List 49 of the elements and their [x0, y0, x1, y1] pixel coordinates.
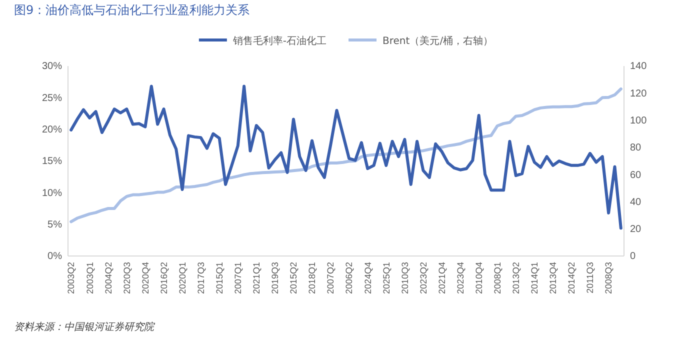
x-tick-label: 2016Q2 [158, 262, 169, 294]
y-tick-label: 10% [42, 188, 62, 199]
x-tick-label: 2019Q3 [270, 262, 280, 294]
x-tick-label: 2020Q1 [177, 262, 188, 294]
x-tick-label: 2020Q3 [122, 262, 132, 294]
y2-tick-label: 20 [630, 224, 642, 236]
chart-title: 图9：油价高低与石油化工行业盈利能力关系 [14, 3, 250, 17]
x-tick-label: 2021Q4 [436, 262, 447, 294]
legend-label: Brent（美元/桶，右轴） [382, 35, 494, 47]
x-tick-label: 2017Q3 [196, 262, 206, 294]
y2-tick-label: 80 [630, 142, 642, 154]
y-tick-label: 30% [42, 61, 62, 72]
legend-label: 销售毛利率-石油化工 [232, 35, 327, 47]
x-tick-label: 2013Q2 [511, 262, 522, 294]
y2-tick-label: 0 [630, 251, 636, 262]
y-tick-label: 15% [42, 156, 62, 168]
x-tick-label: 2010Q3 [400, 262, 410, 294]
x-tick-label: 2008Q1 [492, 262, 503, 294]
y2-tick-label: 40 [630, 196, 642, 208]
y2-tick-label: 140 [630, 61, 648, 72]
x-tick-label: 2015Q1 [214, 262, 225, 294]
x-tick-label: 2023Q4 [455, 262, 466, 294]
y2-tick-label: 60 [630, 170, 642, 181]
x-tick-label: 2004Q2 [103, 262, 114, 294]
x-tick-label: 2011Q3 [585, 262, 596, 294]
y-tick-label: 25% [42, 92, 62, 104]
y2-tick-label: 100 [630, 115, 648, 126]
x-tick-label: 2015Q2 [288, 262, 299, 294]
x-tick-label: 2010Q4 [474, 262, 484, 294]
y-tick-label: 20% [42, 124, 62, 136]
x-tick-label: 2006Q2 [344, 262, 354, 294]
x-tick-label: 2014Q2 [566, 262, 577, 294]
y2-tick-label: 120 [630, 88, 648, 100]
x-tick-label: 2007Q2 [326, 262, 336, 294]
text: 资料来源：中国银河证券研究院 [14, 321, 156, 333]
x-tick-label: 2020Q4 [140, 262, 150, 294]
x-tick-label: 2023Q2 [418, 262, 428, 294]
x-tick-label: 2018Q1 [307, 262, 318, 294]
x-tick-label: 2013Q4 [548, 262, 558, 294]
x-tick-label: 2003Q2 [66, 262, 76, 294]
x-tick-label: 2014Q1 [530, 262, 540, 294]
y-tick-label: 5% [48, 220, 62, 231]
x-tick-label: 2021Q1 [252, 262, 262, 294]
x-tick-label: 2007Q1 [233, 262, 244, 294]
x-tick-label: 2024Q4 [362, 262, 373, 294]
x-tick-label: 2003Q1 [84, 262, 95, 294]
y-tick-label: 0% [48, 251, 62, 262]
x-tick-label: 2008Q3 [604, 262, 614, 294]
x-tick-label: 2025Q1 [381, 262, 392, 294]
